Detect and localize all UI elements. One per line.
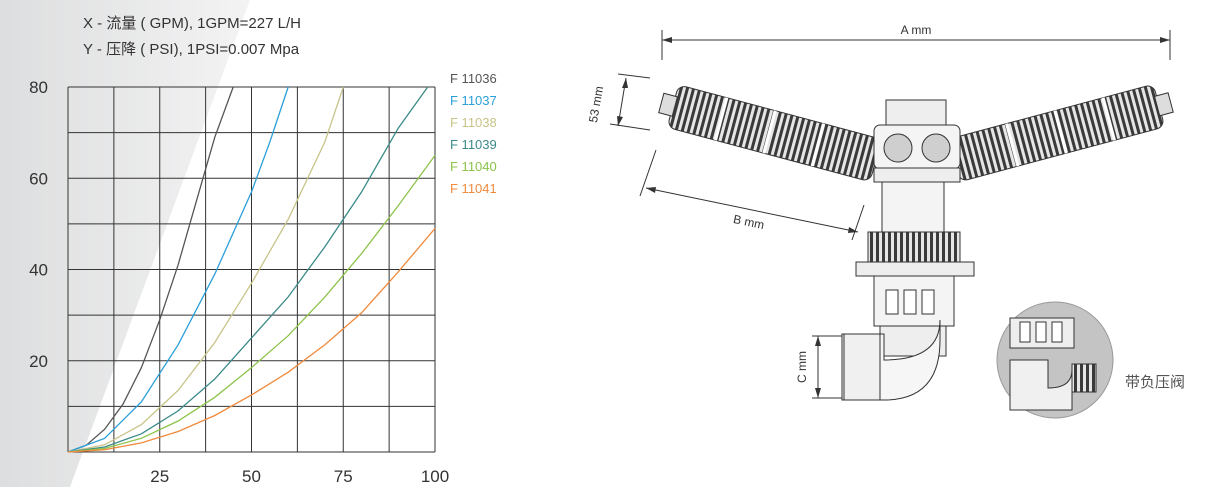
dim-a-label: A mm <box>901 23 932 37</box>
x-tick-label: 50 <box>242 467 261 486</box>
x-tick-label: 100 <box>421 467 449 486</box>
y-tick-label: 20 <box>29 352 48 371</box>
dimension-b: B mm <box>639 149 865 241</box>
left-arm <box>658 86 881 181</box>
legend-item-f-11036: F 11036 <box>450 71 497 86</box>
legend-item-f-11037: F 11037 <box>450 93 497 108</box>
dimension-53: 53 mm <box>586 73 651 131</box>
dimension-a: A mm <box>661 23 1171 60</box>
series-line-f-11036 <box>68 86 234 453</box>
valve-assembly-diagram: A mm 53 mm <box>586 23 1174 419</box>
y-tick-label: 40 <box>29 261 48 280</box>
dimension-c: C mm <box>795 335 842 399</box>
dim-53-label: 53 mm <box>586 85 606 124</box>
y-tick-label: 60 <box>29 169 48 188</box>
central-hub <box>841 99 975 401</box>
legend-item-f-11040: F 11040 <box>450 159 497 174</box>
dim-c-label: C mm <box>795 351 809 383</box>
legend-item-f-11038: F 11038 <box>450 115 497 130</box>
y-axis-description: Y - 压降 ( PSI), 1PSI=0.007 Mpa <box>83 41 300 58</box>
x-axis-description: X - 流量 ( GPM), 1GPM=227 L/H <box>83 15 301 32</box>
y-tick-label: 80 <box>29 78 48 97</box>
x-tick-label: 25 <box>150 467 169 486</box>
valve-inset <box>996 301 1114 419</box>
pressure-drop-chart: 20 40 60 80 25 50 75 100 F 11036 F 11037 F 11038 F … <box>29 71 497 486</box>
legend-item-f-11041: F 11041 <box>450 181 497 196</box>
dim-b-label: B mm <box>732 212 766 232</box>
x-tick-label: 75 <box>334 467 353 486</box>
valve-caption: 带负压阀 <box>1125 374 1186 391</box>
series-line-f-11037 <box>68 86 289 453</box>
legend-item-f-11039: F 11039 <box>450 137 497 152</box>
right-arm <box>949 85 1174 181</box>
